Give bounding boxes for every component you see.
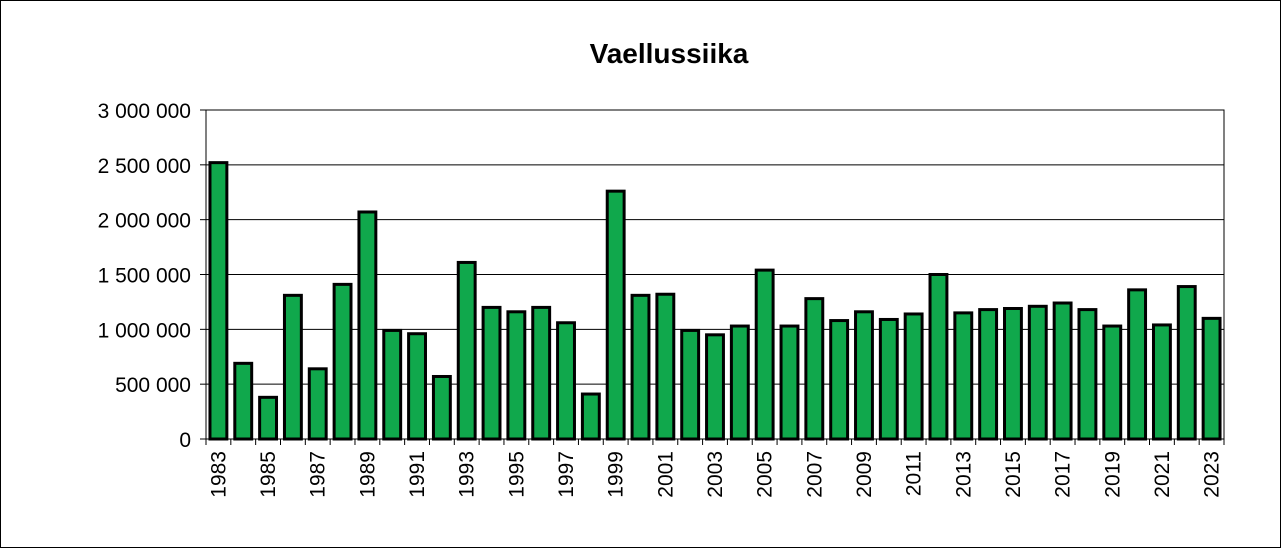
x-tick-label: 1989: [356, 451, 379, 498]
x-tick-label: 2023: [1201, 451, 1224, 498]
bar-1989: [357, 210, 378, 441]
x-tick-label: 1987: [307, 451, 330, 498]
bar-1993: [456, 260, 477, 441]
bar-2001: [655, 292, 676, 441]
bar-2000: [630, 293, 651, 441]
x-tick-label: 2007: [803, 451, 826, 498]
bar-2012: [928, 273, 949, 441]
bar-2013: [953, 311, 974, 441]
y-tick-label: 3 000 000: [98, 100, 191, 123]
bar-2016: [1027, 304, 1048, 441]
y-tick-label: 2 500 000: [98, 155, 191, 178]
y-tick-label: 500 000: [115, 374, 191, 397]
bar-2007: [804, 297, 825, 441]
x-tick-label: 1991: [406, 451, 429, 498]
x-tick-label: 2013: [952, 451, 975, 498]
bar-2002: [680, 328, 701, 441]
bar-1998: [580, 392, 601, 441]
bar-2004: [729, 324, 750, 441]
x-tick-label: 2005: [754, 451, 777, 498]
bar-1996: [531, 305, 552, 441]
bar-2021: [1151, 323, 1172, 441]
x-tick-label: 2001: [654, 451, 677, 498]
bar-1997: [556, 321, 576, 441]
x-tick-label: 2017: [1052, 451, 1075, 498]
bar-2009: [854, 310, 874, 441]
bar-1988: [332, 282, 353, 441]
bar-2017: [1052, 301, 1073, 441]
bar-2020: [1127, 288, 1148, 441]
bar-1985: [258, 395, 279, 441]
bar-1984: [233, 361, 254, 441]
bar-2019: [1102, 324, 1123, 441]
x-tick-label: 1993: [456, 451, 479, 498]
bar-1995: [506, 310, 527, 441]
bar-2006: [779, 324, 800, 441]
bar-2018: [1077, 308, 1098, 441]
bar-1991: [407, 332, 427, 441]
y-tick-label: 1 000 000: [98, 319, 191, 342]
bar-2015: [1003, 306, 1023, 441]
x-tick-label: 2019: [1101, 451, 1124, 498]
x-tick-label: 1995: [505, 451, 528, 498]
x-tick-label: 1997: [555, 451, 578, 498]
x-tick-label: 1983: [207, 451, 230, 498]
bar-1983: [208, 161, 229, 441]
bar-1999: [605, 189, 626, 441]
y-tick-label: 1 500 000: [98, 265, 191, 288]
bar-2008: [829, 319, 850, 441]
x-tick-label: 2021: [1151, 451, 1174, 498]
bar-2003: [705, 333, 725, 441]
x-tick-label: 2009: [853, 451, 876, 498]
bar-1987: [307, 367, 328, 441]
bar-2010: [878, 317, 899, 441]
y-tick-label: 0: [179, 429, 191, 452]
bar-2022: [1176, 285, 1197, 441]
x-tick-label: 1999: [605, 451, 628, 498]
bar-1990: [382, 328, 403, 441]
bar-2011: [903, 312, 924, 441]
bar-2005: [754, 268, 775, 441]
x-axis-ticks: 1983 1985 1987 1989 1991 1993 1995 1997 1999 2001…: [205, 439, 1225, 498]
x-tick-label: 2011: [903, 451, 926, 496]
chart-title: Vaellussiika: [590, 38, 749, 69]
y-axis-ticks: 0 500 000 1 000 000 1 500 000 2 000 000 2 500…: [98, 100, 206, 452]
bar-1994: [481, 305, 502, 441]
bar-1992: [431, 374, 452, 441]
y-tick-label: 2 000 000: [98, 210, 191, 233]
x-tick-label: 2003: [704, 451, 727, 498]
bars: [208, 161, 1222, 441]
bar-2014: [978, 308, 999, 441]
bar-2023: [1201, 316, 1222, 441]
bar-1986: [282, 293, 303, 441]
x-tick-label: 1985: [257, 451, 280, 498]
x-tick-label: 2015: [1002, 451, 1025, 498]
